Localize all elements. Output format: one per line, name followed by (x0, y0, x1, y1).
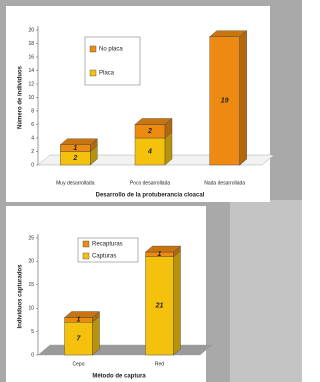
y-tick-label: 0 (31, 162, 34, 168)
y-tick-label: 16 (28, 54, 34, 60)
y-tick-label: 18 (28, 41, 34, 47)
legend-label: Recapturas (92, 242, 123, 248)
y-tick-label: 20 (28, 259, 34, 265)
legend-swatch (90, 70, 96, 76)
y-tick-label: 5 (31, 329, 34, 335)
bar-side (240, 31, 247, 165)
bar-side (174, 251, 181, 355)
floor (38, 345, 212, 355)
x-tick-label: Poco desarrollada (130, 180, 171, 186)
value-label: 21 (155, 303, 164, 310)
value-label: 1 (158, 251, 162, 258)
y-tick-label: 15 (28, 282, 34, 288)
x-axis-label: Método de captura (92, 374, 146, 380)
y-axis-label: Número de individuos (18, 65, 24, 129)
legend-swatch (83, 253, 89, 259)
value-label: 2 (72, 155, 77, 162)
y-tick-label: 20 (28, 27, 34, 33)
value-label: 19 (221, 98, 229, 105)
y-tick-label: 10 (28, 95, 34, 101)
y-tick-label: 2 (31, 149, 34, 155)
y-axis-label: Individuos capturados (18, 264, 24, 329)
y-tick-label: 4 (31, 135, 34, 141)
value-label: 1 (73, 145, 77, 152)
x-tick-label: Muy desarrollada (56, 180, 95, 186)
y-tick-label: 0 (31, 352, 34, 358)
legend-label: Capturas (92, 254, 116, 260)
x-tick-label: Nada desarrollada (204, 180, 245, 186)
value-label: 1 (77, 317, 81, 324)
legend-swatch (83, 241, 89, 247)
y-tick-label: 12 (28, 81, 34, 87)
texture (230, 200, 302, 382)
y-tick-label: 10 (28, 306, 34, 312)
legend-box (85, 37, 140, 85)
x-tick-label: Cepo (73, 361, 85, 367)
y-tick-label: 8 (31, 108, 34, 114)
value-label: 2 (147, 128, 152, 135)
legend-swatch (90, 46, 96, 52)
value-label: 4 (147, 148, 152, 155)
y-tick-label: 6 (31, 122, 34, 128)
x-axis-label: Desarrollo de la protuberancia cloacal (96, 193, 205, 199)
y-tick-label: 14 (28, 68, 34, 74)
legend-label: Placa (99, 71, 115, 77)
bar-side (93, 316, 100, 355)
legend-label: No placa (99, 47, 123, 53)
y-tick-label: 25 (28, 235, 34, 241)
x-tick-label: Red (155, 361, 164, 367)
